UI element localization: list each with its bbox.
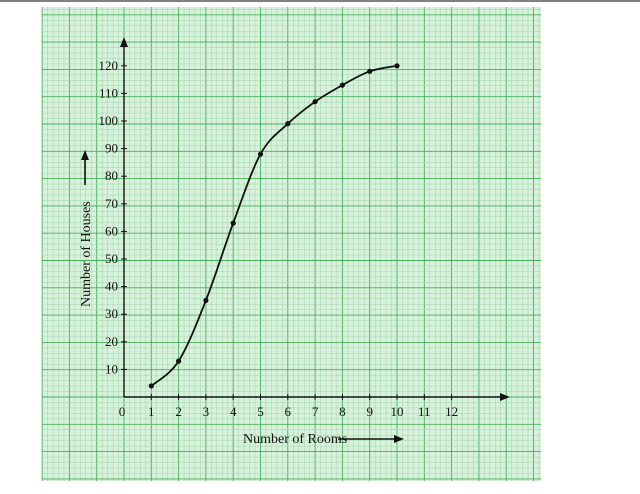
- y-axis-title: Number of Houses: [79, 201, 94, 307]
- data-point: [230, 220, 236, 226]
- x-tick-label: 5: [257, 404, 264, 419]
- x-tick-label: 12: [445, 404, 458, 419]
- data-point: [176, 358, 182, 364]
- x-tick-label: 6: [285, 404, 292, 419]
- tick-labels: 0 1 2 3 4 5 6 7 8 9 10 11 12102030405060708090100110…: [99, 58, 459, 419]
- y-tick-label: 10: [105, 361, 118, 376]
- data-point: [312, 99, 318, 105]
- origin-label: 0: [119, 404, 126, 419]
- y-tick-label: 80: [105, 168, 118, 183]
- y-tick-label: 60: [105, 223, 118, 238]
- x-axis-arrow-icon: [500, 393, 510, 401]
- x-tick-label: 9: [366, 404, 373, 419]
- data-series: [148, 63, 400, 389]
- x-tick-label: 11: [418, 404, 431, 419]
- data-point: [394, 63, 400, 69]
- x-axis-title-arrow-icon: [338, 435, 404, 443]
- x-tick-label: 3: [203, 404, 210, 419]
- data-point: [203, 297, 209, 303]
- y-tick-label: 90: [105, 141, 118, 156]
- y-tick-label: 30: [105, 306, 118, 321]
- x-tick-label: 4: [230, 404, 237, 419]
- x-tick-label: 2: [175, 404, 182, 419]
- data-point: [367, 68, 373, 74]
- x-tick-label: 10: [391, 404, 404, 419]
- y-tick-label: 100: [99, 113, 119, 128]
- axis-titles: Number of Rooms Number of Houses: [79, 150, 404, 447]
- data-point: [285, 121, 291, 127]
- x-tick-label: 8: [339, 404, 346, 419]
- data-point: [257, 151, 264, 157]
- y-axis-arrow-icon: [120, 37, 128, 47]
- x-axis-title: Number of Rooms: [243, 432, 347, 447]
- y-tick-label: 120: [99, 58, 119, 73]
- data-point: [148, 383, 154, 389]
- data-point: [339, 82, 345, 88]
- y-tick-label: 50: [105, 251, 118, 266]
- y-tick-label: 40: [105, 279, 118, 294]
- graph-paper: [41, 7, 541, 481]
- y-tick-label: 70: [105, 196, 118, 211]
- series-line: [150, 64, 398, 387]
- y-tick-label: 20: [105, 334, 118, 349]
- x-tick-label: 7: [312, 404, 319, 419]
- y-axis-title-arrow-icon: [81, 150, 89, 185]
- x-tick-label: 1: [148, 404, 155, 419]
- y-tick-label: 110: [99, 85, 118, 100]
